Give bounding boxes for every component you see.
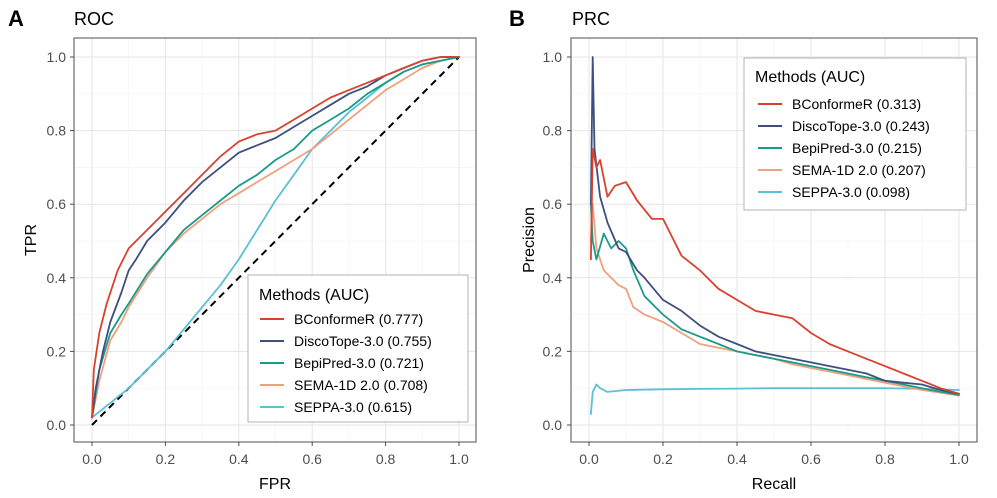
roc-legend-box <box>247 274 469 423</box>
prc-y-tick-label: 0.6 <box>543 196 563 212</box>
prc-legend-entries: BConformeR (0.313) DiscoTope-3.0 (0.243) B… <box>758 96 930 200</box>
roc-legend-label: BepiPred-3.0 (0.721) <box>294 355 424 371</box>
roc-legend-label: SEPPA-3.0 (0.615) <box>294 399 412 415</box>
prc-y-tick-label: 1.0 <box>543 49 563 65</box>
prc-legend-label: BConformeR (0.313) <box>792 96 921 112</box>
prc-x-tick-label: 0.8 <box>875 451 895 467</box>
prc-x-tick-label: 0.4 <box>727 451 747 467</box>
roc-legend: Methods (AUC) BConformeR (0.777) DiscoTop… <box>247 274 469 423</box>
prc-y-tick-label: 0.8 <box>543 123 563 139</box>
panel-letter-a: A <box>8 6 24 31</box>
prc-panel: B PRC 0.0 0.2 0.4 0.6 0.8 1.0 0.0 0.2 0.4 0.6 0.8 1… <box>509 6 978 493</box>
prc-legend-title: Methods (AUC) <box>755 69 865 86</box>
roc-legend-label: SEMA-1D 2.0 (0.708) <box>294 377 428 393</box>
roc-series-bepipred-3-0 <box>91 56 460 419</box>
panel-letter-b: B <box>509 6 525 31</box>
roc-series <box>91 56 460 419</box>
roc-x-tick-label: 0.6 <box>302 451 322 467</box>
prc-y-tick-label: 0.0 <box>543 417 563 433</box>
roc-y-tick-label: 0.4 <box>47 270 67 286</box>
prc-x-tick-label: 0.2 <box>653 451 673 467</box>
prc-x-axis-label: Recall <box>752 476 796 493</box>
roc-y-tick-label: 0.6 <box>47 196 67 212</box>
prc-x-tick-label: 1.0 <box>949 451 969 467</box>
roc-x-tick-label: 0.4 <box>229 451 249 467</box>
prc-legend-label: SEPPA-3.0 (0.098) <box>792 184 910 200</box>
prc-y-axis-label: Precision <box>521 207 538 273</box>
roc-x-tick-label: 1.0 <box>449 451 469 467</box>
prc-x-tick-label: 0.0 <box>579 451 599 467</box>
prc-series <box>590 56 960 415</box>
prc-ticks: 0.0 0.2 0.4 0.6 0.8 1.0 0.0 0.2 0.4 0.6 0.8 1.0 <box>543 49 969 467</box>
prc-legend-label: SEMA-1D 2.0 (0.207) <box>792 162 926 178</box>
prc-title: PRC <box>572 9 610 29</box>
roc-y-tick-label: 0.8 <box>47 123 67 139</box>
prc-x-tick-label: 0.6 <box>801 451 821 467</box>
prc-y-tick-label: 0.4 <box>543 270 563 286</box>
roc-series-sema-1d-2-0 <box>91 56 460 419</box>
roc-y-tick-label: 1.0 <box>47 49 67 65</box>
roc-legend-label: DiscoTope-3.0 (0.755) <box>294 333 432 349</box>
roc-x-axis-label: FPR <box>259 476 291 493</box>
prc-legend: Methods (AUC) BConformeR (0.313) DiscoTop… <box>743 57 967 211</box>
prc-panel-border <box>570 37 978 443</box>
roc-y-tick-label: 0.0 <box>47 417 67 433</box>
roc-legend-title: Methods (AUC) <box>259 287 369 304</box>
prc-legend-box <box>743 57 967 211</box>
roc-ticks: 0.0 0.2 0.4 0.6 0.8 1.0 0.0 0.2 0.4 0.6 0.8 1.0 <box>47 49 469 467</box>
roc-title: ROC <box>74 9 114 29</box>
roc-y-tick-label: 0.2 <box>47 343 67 359</box>
prc-y-tick-label: 0.2 <box>543 343 563 359</box>
prc-series-bconformer <box>590 148 960 395</box>
prc-legend-label: BepiPred-3.0 (0.215) <box>792 140 922 156</box>
roc-series-bconformer <box>91 56 460 419</box>
roc-y-axis-label: TPR <box>23 224 40 256</box>
roc-panel-border <box>73 37 477 443</box>
roc-x-tick-label: 0.8 <box>376 451 396 467</box>
prc-series-discotope-3-0 <box>590 56 960 395</box>
roc-legend-label: BConformeR (0.777) <box>294 311 423 327</box>
prc-series-sema-1d-2-0 <box>590 203 960 397</box>
roc-panel: A ROC 0.0 0.2 0.4 0.6 0.8 1.0 0.0 0.2 0.4 0.6 0.8 1… <box>8 6 477 493</box>
roc-x-tick-label: 0.0 <box>82 451 102 467</box>
prc-legend-label: DiscoTope-3.0 (0.243) <box>792 118 930 134</box>
roc-legend-entries: BConformeR (0.777) DiscoTope-3.0 (0.755) B… <box>260 311 432 415</box>
prc-series-seppa-3-0 <box>590 383 960 415</box>
roc-x-tick-label: 0.2 <box>156 451 176 467</box>
